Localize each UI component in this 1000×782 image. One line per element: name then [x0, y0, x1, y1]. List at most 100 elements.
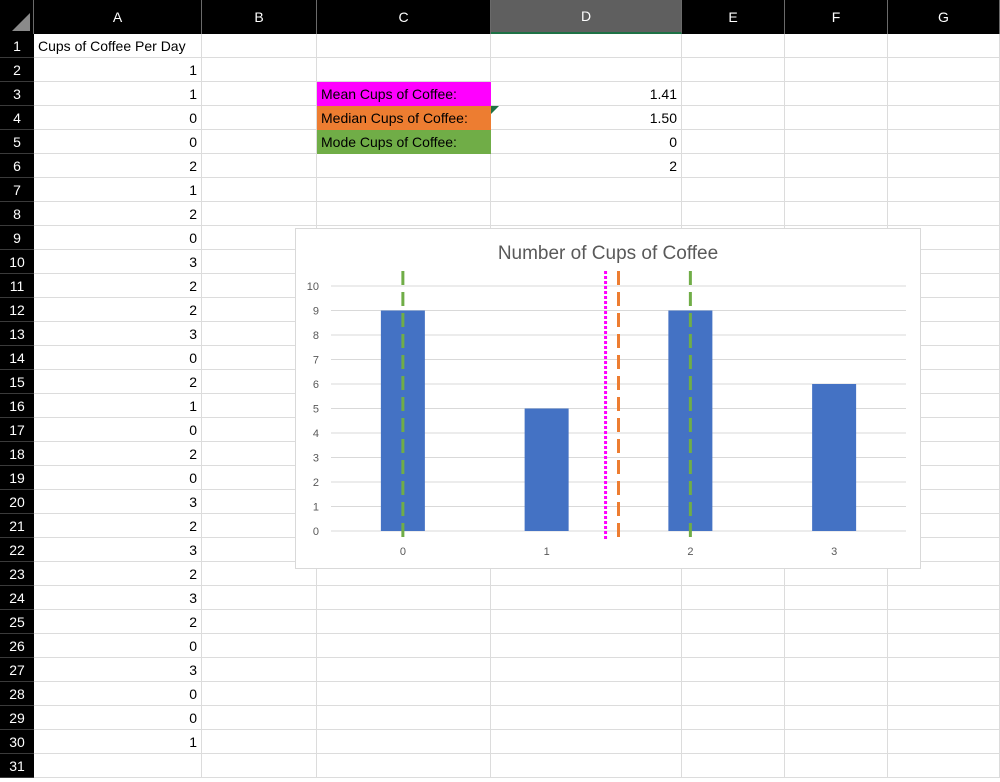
- column-header-d[interactable]: D: [491, 0, 682, 34]
- cell-e27[interactable]: [682, 658, 785, 682]
- cell-b24[interactable]: [202, 586, 317, 610]
- cell-a28[interactable]: 0: [34, 682, 202, 706]
- row-header-4[interactable]: 4: [0, 106, 34, 130]
- cell-d7[interactable]: [491, 178, 682, 202]
- row-header-22[interactable]: 22: [0, 538, 34, 562]
- cell-a22[interactable]: 3: [34, 538, 202, 562]
- cell-c24[interactable]: [317, 586, 491, 610]
- row-header-2[interactable]: 2: [0, 58, 34, 82]
- cell-d25[interactable]: [491, 610, 682, 634]
- cell-e24[interactable]: [682, 586, 785, 610]
- row-header-10[interactable]: 10: [0, 250, 34, 274]
- cell-d2[interactable]: [491, 58, 682, 82]
- cell-a13[interactable]: 3: [34, 322, 202, 346]
- cell-b28[interactable]: [202, 682, 317, 706]
- cell-d1[interactable]: [491, 34, 682, 58]
- row-header-17[interactable]: 17: [0, 418, 34, 442]
- cell-a17[interactable]: 0: [34, 418, 202, 442]
- cell-a26[interactable]: 0: [34, 634, 202, 658]
- cell-c25[interactable]: [317, 610, 491, 634]
- cell-e7[interactable]: [682, 178, 785, 202]
- column-header-b[interactable]: B: [202, 0, 317, 34]
- cell-d28[interactable]: [491, 682, 682, 706]
- cell-b26[interactable]: [202, 634, 317, 658]
- cell-d31[interactable]: [491, 754, 682, 778]
- cell-b25[interactable]: [202, 610, 317, 634]
- cell-b27[interactable]: [202, 658, 317, 682]
- cell-g25[interactable]: [888, 610, 1000, 634]
- cell-e4[interactable]: [682, 106, 785, 130]
- cell-e6[interactable]: [682, 154, 785, 178]
- cell-g2[interactable]: [888, 58, 1000, 82]
- cell-f24[interactable]: [785, 586, 888, 610]
- cell-e31[interactable]: [682, 754, 785, 778]
- mean-value-cell[interactable]: 1.41: [491, 82, 682, 106]
- cell-c1[interactable]: [317, 34, 491, 58]
- cell-c31[interactable]: [317, 754, 491, 778]
- cell-d26[interactable]: [491, 634, 682, 658]
- cell-c2[interactable]: [317, 58, 491, 82]
- cell-e29[interactable]: [682, 706, 785, 730]
- cell-e5[interactable]: [682, 130, 785, 154]
- row-header-8[interactable]: 8: [0, 202, 34, 226]
- cell-a19[interactable]: 0: [34, 466, 202, 490]
- row-header-7[interactable]: 7: [0, 178, 34, 202]
- row-header-14[interactable]: 14: [0, 346, 34, 370]
- cell-g28[interactable]: [888, 682, 1000, 706]
- cell-b29[interactable]: [202, 706, 317, 730]
- cell-b31[interactable]: [202, 754, 317, 778]
- cell-f25[interactable]: [785, 610, 888, 634]
- cell-a30[interactable]: 1: [34, 730, 202, 754]
- row-header-18[interactable]: 18: [0, 442, 34, 466]
- cell-c29[interactable]: [317, 706, 491, 730]
- cell-g6[interactable]: [888, 154, 1000, 178]
- cell-f28[interactable]: [785, 682, 888, 706]
- cell-f30[interactable]: [785, 730, 888, 754]
- cell-f29[interactable]: [785, 706, 888, 730]
- cell-f1[interactable]: [785, 34, 888, 58]
- cell-c26[interactable]: [317, 634, 491, 658]
- cell-a4[interactable]: 0: [34, 106, 202, 130]
- cell-g24[interactable]: [888, 586, 1000, 610]
- mode-value-cell-1[interactable]: 0: [491, 130, 682, 154]
- cell-b7[interactable]: [202, 178, 317, 202]
- mode-label-cell[interactable]: Mode Cups of Coffee:: [317, 130, 491, 154]
- cell-c23[interactable]: [317, 562, 491, 586]
- cell-a6[interactable]: 2: [34, 154, 202, 178]
- column-a-header-cell[interactable]: Cups of Coffee Per Day: [34, 34, 202, 58]
- cell-b5[interactable]: [202, 130, 317, 154]
- cell-a9[interactable]: 0: [34, 226, 202, 250]
- select-all-corner[interactable]: [0, 0, 34, 34]
- cell-e28[interactable]: [682, 682, 785, 706]
- cell-a24[interactable]: 3: [34, 586, 202, 610]
- cell-a20[interactable]: 3: [34, 490, 202, 514]
- cell-d24[interactable]: [491, 586, 682, 610]
- cell-f7[interactable]: [785, 178, 888, 202]
- cell-d29[interactable]: [491, 706, 682, 730]
- cell-a29[interactable]: 0: [34, 706, 202, 730]
- cell-a21[interactable]: 2: [34, 514, 202, 538]
- cell-c27[interactable]: [317, 658, 491, 682]
- cell-b6[interactable]: [202, 154, 317, 178]
- cell-e2[interactable]: [682, 58, 785, 82]
- row-header-13[interactable]: 13: [0, 322, 34, 346]
- cell-a10[interactable]: 3: [34, 250, 202, 274]
- cell-b4[interactable]: [202, 106, 317, 130]
- cell-f2[interactable]: [785, 58, 888, 82]
- cell-f23[interactable]: [785, 562, 888, 586]
- cell-d30[interactable]: [491, 730, 682, 754]
- row-header-11[interactable]: 11: [0, 274, 34, 298]
- cell-b8[interactable]: [202, 202, 317, 226]
- cell-d27[interactable]: [491, 658, 682, 682]
- cell-e30[interactable]: [682, 730, 785, 754]
- mean-label-cell[interactable]: Mean Cups of Coffee:: [317, 82, 491, 106]
- column-header-a[interactable]: A: [34, 0, 202, 34]
- cell-g31[interactable]: [888, 754, 1000, 778]
- cell-a15[interactable]: 2: [34, 370, 202, 394]
- column-header-f[interactable]: F: [785, 0, 888, 34]
- row-header-24[interactable]: 24: [0, 586, 34, 610]
- row-header-3[interactable]: 3: [0, 82, 34, 106]
- cell-e1[interactable]: [682, 34, 785, 58]
- cell-b30[interactable]: [202, 730, 317, 754]
- cell-c7[interactable]: [317, 178, 491, 202]
